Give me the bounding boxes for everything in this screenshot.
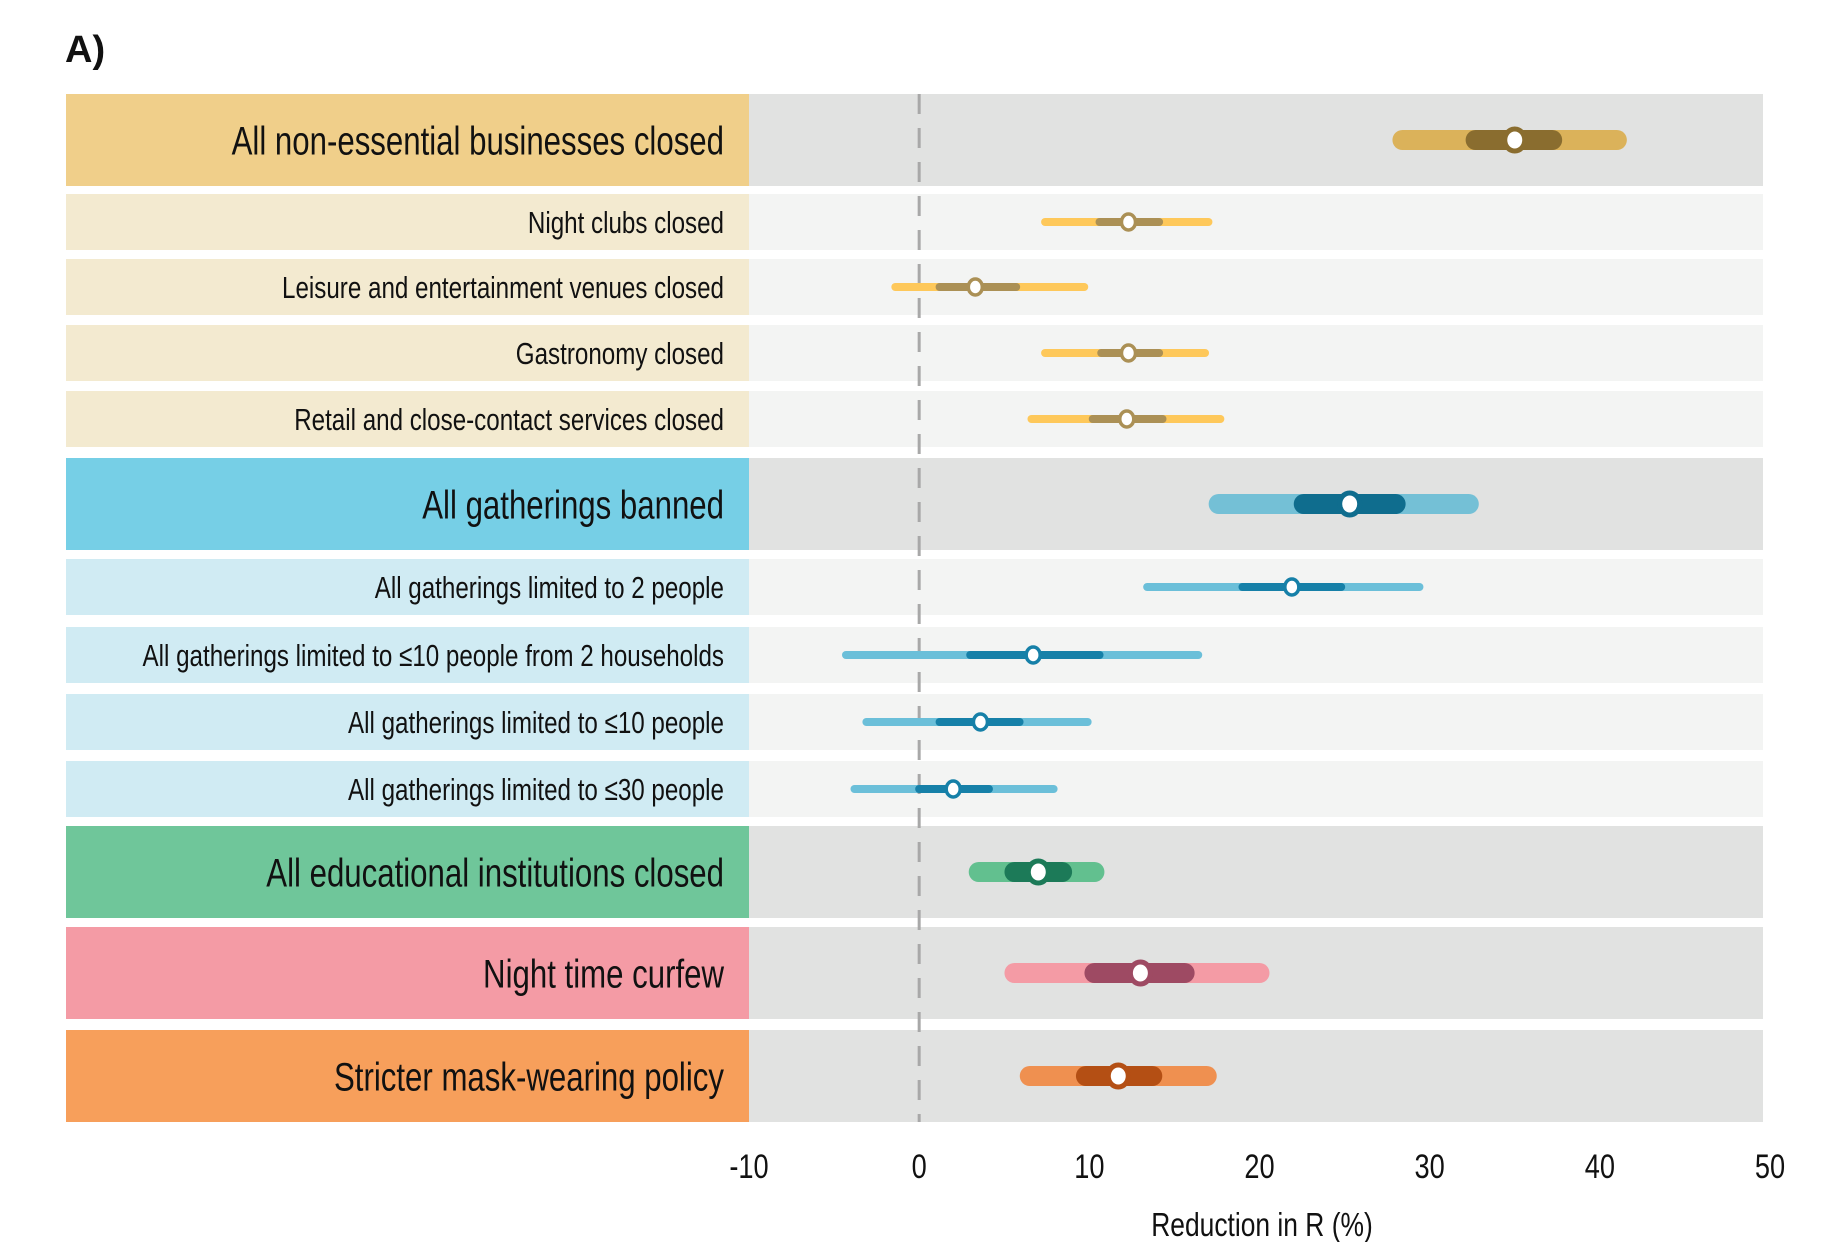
estimate-0	[1392, 126, 1627, 154]
x-axis-label: Reduction in R (%)	[1151, 1207, 1372, 1242]
row-label-bg	[66, 259, 749, 315]
median-point	[1502, 126, 1528, 154]
estimate-11	[1004, 959, 1270, 987]
median-point	[1024, 645, 1042, 665]
estimate-8	[862, 712, 1092, 732]
row-label: All non-essential businesses closed	[232, 119, 724, 164]
row-label-bg	[66, 927, 749, 1019]
row-5: All gatherings banned	[66, 458, 1763, 550]
estimate-12	[1019, 1062, 1217, 1090]
x-tick-label: 50	[1755, 1147, 1785, 1186]
row-label-bg	[66, 325, 749, 381]
estimate-7	[841, 645, 1203, 665]
estimate-4	[1027, 409, 1225, 429]
row-label-bg	[66, 458, 749, 550]
median-point	[944, 779, 962, 799]
row-12: Stricter mask-wearing policy	[66, 1030, 1763, 1122]
row-label: All gatherings banned	[422, 483, 724, 528]
row-10: All educational institutions closed	[66, 826, 1763, 918]
row-label-bg	[66, 1030, 749, 1122]
row-label-bg	[66, 94, 749, 186]
row-panel-bg	[749, 194, 1763, 250]
median-point	[971, 712, 990, 732]
row-label: All gatherings limited to 2 people	[375, 570, 724, 605]
estimate-1	[1041, 212, 1213, 232]
estimate-2	[891, 277, 1089, 297]
estimate-10	[968, 858, 1105, 886]
x-tick-label: 0	[912, 1147, 927, 1186]
median-point	[1105, 1062, 1131, 1090]
row-label: All educational institutions closed	[266, 851, 724, 896]
row-6: All gatherings limited to 2 people	[66, 559, 1763, 615]
row-4: Retail and close-contact services closed	[66, 391, 1763, 447]
row-label-bg	[66, 391, 749, 447]
median-point	[1127, 959, 1153, 987]
panel-label: A)	[65, 29, 105, 71]
row-label: All gatherings limited to ≤30 people	[348, 772, 724, 807]
row-label-bg	[66, 694, 749, 750]
row-panel-bg	[749, 1030, 1763, 1122]
x-tick-label: 40	[1585, 1147, 1615, 1186]
row-label: Night time curfew	[483, 952, 724, 997]
median-point	[1337, 490, 1363, 518]
row-label-bg	[66, 194, 749, 250]
row-panel-bg	[749, 325, 1763, 381]
median-point	[1118, 409, 1136, 429]
estimate-9	[850, 779, 1058, 799]
row-panel-bg	[749, 391, 1763, 447]
median-point	[1283, 577, 1301, 597]
estimate-3	[1041, 343, 1210, 363]
median-point	[1119, 212, 1138, 232]
row-label-bg	[66, 559, 749, 615]
median-point	[1025, 858, 1051, 886]
row-panel-bg	[749, 826, 1763, 918]
row-1: Night clubs closed	[66, 194, 1763, 250]
x-tick-label: 30	[1415, 1147, 1445, 1186]
estimate-6	[1143, 577, 1424, 597]
row-label: Leisure and entertainment venues closed	[282, 270, 724, 305]
median-point	[966, 277, 985, 297]
row-2: Leisure and entertainment venues closed	[66, 259, 1763, 315]
x-tick-label: 20	[1244, 1147, 1274, 1186]
row-label: All gatherings limited to ≤10 people fro…	[143, 638, 724, 673]
row-11: Night time curfew	[66, 927, 1763, 1019]
x-tick-label: -10	[729, 1147, 768, 1186]
row-label: Gastronomy closed	[516, 336, 724, 371]
row-label: Stricter mask-wearing policy	[334, 1055, 724, 1100]
row-label-bg	[66, 627, 749, 683]
row-label: Night clubs closed	[528, 205, 724, 240]
row-label: Retail and close-contact services closed	[294, 402, 724, 437]
row-label-bg	[66, 761, 749, 817]
x-tick-label: 10	[1074, 1147, 1104, 1186]
row-label-bg	[66, 826, 749, 918]
row-3: Gastronomy closed	[66, 325, 1763, 381]
estimate-5	[1208, 490, 1479, 518]
row-label: All gatherings limited to ≤10 people	[348, 705, 724, 740]
median-point	[1119, 343, 1138, 363]
